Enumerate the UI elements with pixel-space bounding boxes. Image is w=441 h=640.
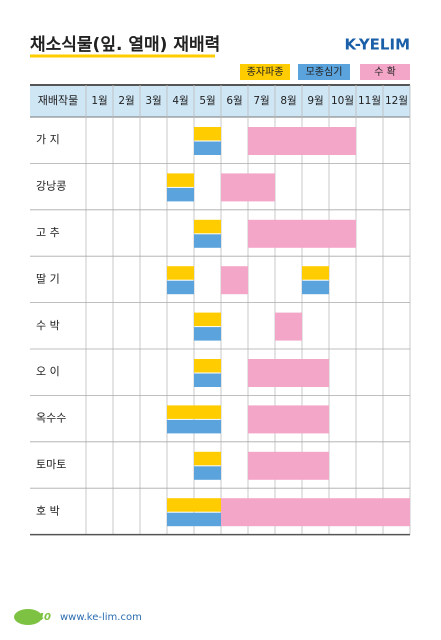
harvest-bar xyxy=(221,498,410,527)
transplant-bar xyxy=(302,280,329,295)
page-number: 40 xyxy=(36,612,51,623)
column-header: 10월 xyxy=(331,95,354,107)
crop-name: 수 박 xyxy=(36,319,60,332)
harvest-bar xyxy=(221,173,275,202)
transplant-bar xyxy=(194,327,221,341)
leaf-icon xyxy=(14,609,42,625)
legend-label: 수 확 xyxy=(374,66,396,78)
sowing-bar xyxy=(167,498,221,512)
crop-name: 토마토 xyxy=(36,458,66,471)
transplant-bar xyxy=(194,466,221,480)
column-header: 6월 xyxy=(226,95,242,107)
transplant-bar xyxy=(167,280,194,295)
harvest-bar xyxy=(248,359,329,387)
sowing-bar xyxy=(194,219,221,234)
legend-label: 모종심기 xyxy=(306,66,343,78)
column-header: 8월 xyxy=(280,95,296,107)
sowing-bar xyxy=(167,173,194,187)
legend-label: 종자파종 xyxy=(247,66,284,78)
transplant-bar xyxy=(194,373,221,387)
crop-name: 옥수수 xyxy=(36,412,66,425)
column-header: 4월 xyxy=(172,95,188,107)
harvest-bar xyxy=(275,312,302,341)
logo: K-YELIM xyxy=(344,36,410,54)
transplant-bar xyxy=(194,141,221,155)
header-bg xyxy=(30,85,410,117)
column-header: 1월 xyxy=(91,95,107,107)
harvest-bar xyxy=(248,127,356,155)
legend-swatch xyxy=(360,64,410,80)
sowing-bar xyxy=(302,266,329,280)
legend-swatch xyxy=(240,64,290,80)
crop-name: 고 추 xyxy=(36,226,60,239)
crop-name: 가 지 xyxy=(36,133,60,146)
transplant-bar xyxy=(194,234,221,248)
sowing-bar xyxy=(194,359,221,373)
sowing-bar xyxy=(167,266,194,280)
column-header: 재배작물 xyxy=(38,94,78,107)
column-header: 3월 xyxy=(145,95,161,107)
transplant-bar xyxy=(167,512,221,527)
column-header: 12월 xyxy=(385,95,408,107)
title: 채소식물(잎. 열매) 재배력 xyxy=(30,34,220,55)
sowing-bar xyxy=(194,312,221,327)
column-header: 2월 xyxy=(118,95,134,107)
column-header: 9월 xyxy=(307,95,323,107)
sowing-bar xyxy=(194,451,221,466)
crop-name: 강낭콩 xyxy=(36,180,66,193)
crop-name: 호 박 xyxy=(36,504,60,517)
column-header: 5월 xyxy=(199,95,215,107)
sowing-bar xyxy=(194,127,221,141)
legend-swatch xyxy=(298,64,350,80)
transplant-bar xyxy=(167,419,221,434)
crop-name: 딸 기 xyxy=(36,272,60,285)
harvest-bar xyxy=(248,405,329,434)
crop-name: 오 이 xyxy=(36,365,60,378)
harvest-bar xyxy=(248,219,356,248)
url: www.ke-lim.com xyxy=(60,612,142,623)
column-header: 11월 xyxy=(358,95,381,107)
column-header: 7월 xyxy=(253,95,269,107)
transplant-bar xyxy=(167,187,194,202)
harvest-bar xyxy=(221,266,248,295)
sowing-bar xyxy=(167,405,221,419)
harvest-bar xyxy=(248,451,329,480)
